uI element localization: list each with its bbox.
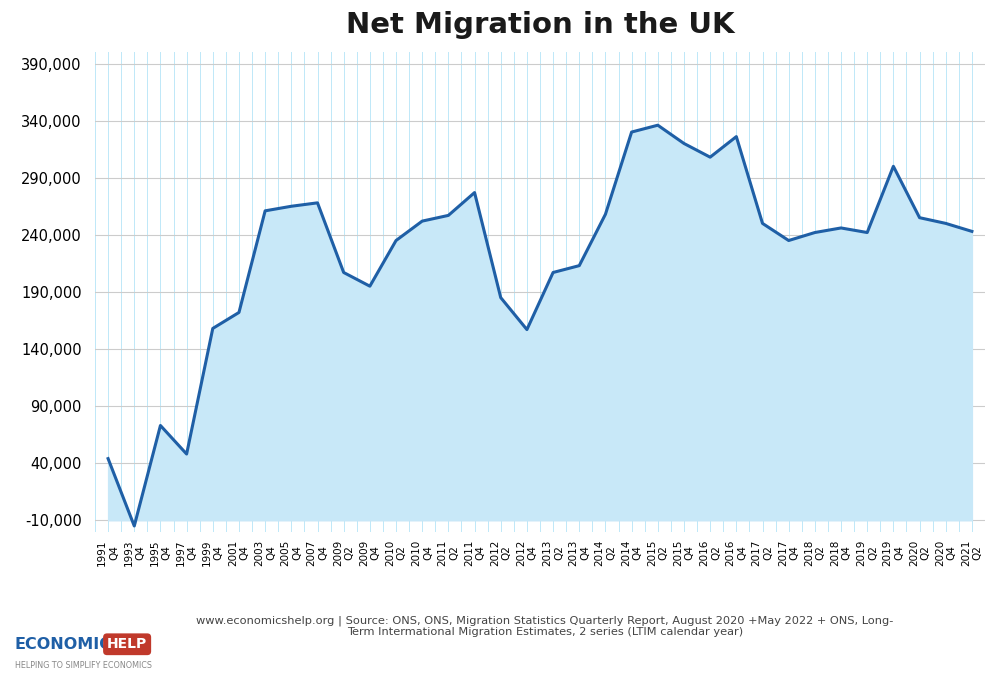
Text: ECONOMICS: ECONOMICS xyxy=(15,637,124,652)
Text: www.economicshelp.org | Source: ONS, ONS, Migration Statistics Quarterly Report,: www.economicshelp.org | Source: ONS, ONS… xyxy=(196,615,894,637)
Text: HELP: HELP xyxy=(107,637,147,651)
Title: Net Migration in the UK: Net Migration in the UK xyxy=(346,10,734,39)
Text: HELPING TO SIMPLIFY ECONOMICS: HELPING TO SIMPLIFY ECONOMICS xyxy=(15,661,152,669)
